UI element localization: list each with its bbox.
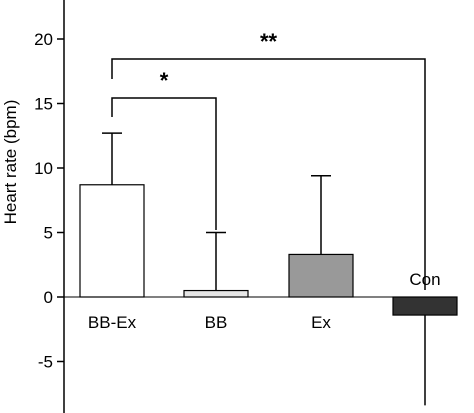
significance-label: * bbox=[160, 68, 169, 93]
significance-bracket: ** bbox=[111, 29, 426, 290]
significance-brackets: *** bbox=[111, 29, 426, 290]
bracket-line bbox=[111, 58, 426, 290]
significance-label: ** bbox=[260, 29, 278, 54]
bar bbox=[392, 296, 458, 316]
y-tick-label: 15 bbox=[34, 95, 53, 114]
y-tick-label: 20 bbox=[34, 30, 53, 49]
x-tick-label: Ex bbox=[311, 313, 331, 332]
y-tick-label: 10 bbox=[34, 159, 53, 178]
y-tick-label: 0 bbox=[44, 288, 53, 307]
x-tick-label: BB-Ex bbox=[88, 313, 137, 332]
y-axis-title: Heart rate (bpm) bbox=[1, 100, 20, 225]
bar-group: BB-Ex bbox=[79, 132, 145, 332]
bar-group: Con bbox=[392, 270, 458, 406]
bar bbox=[79, 184, 145, 298]
y-tick-label: -5 bbox=[38, 353, 53, 372]
significance-bracket: * bbox=[111, 68, 217, 230]
bar bbox=[183, 289, 249, 298]
bar-group: BB bbox=[183, 231, 249, 332]
y-tick-label: 5 bbox=[44, 224, 53, 243]
axes: -5 0 5 10 15 20 bbox=[34, 0, 457, 413]
bars: BB-Ex BB Ex Con bbox=[79, 132, 458, 406]
bar bbox=[288, 253, 354, 298]
bracket-line bbox=[111, 97, 217, 230]
x-tick-label: BB bbox=[205, 313, 228, 332]
bar-group: Ex bbox=[288, 174, 354, 332]
